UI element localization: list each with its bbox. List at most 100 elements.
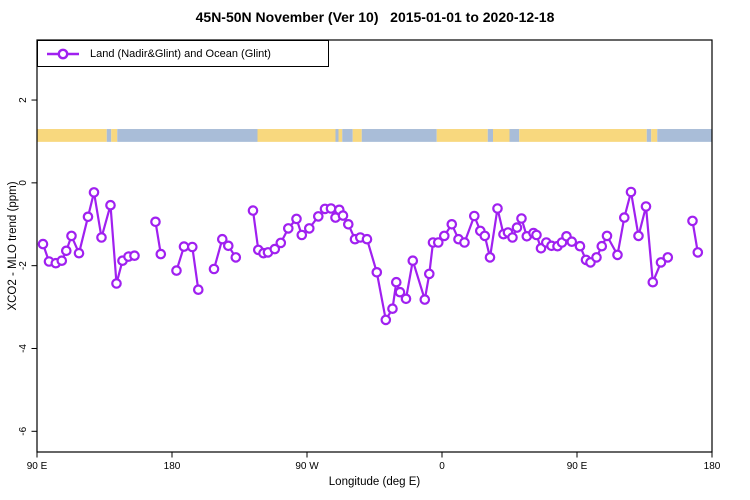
x-tick-label: 90 E	[27, 461, 48, 472]
land-interval	[338, 129, 343, 142]
data-series	[37, 186, 704, 326]
ocean-interval	[106, 129, 112, 142]
land-ocean-strip	[37, 129, 712, 142]
land-interval	[519, 129, 647, 142]
ocean-interval	[657, 129, 712, 142]
data-point-marker	[171, 265, 182, 276]
y-tick-label: -2	[18, 261, 29, 270]
data-point-marker	[387, 303, 398, 314]
y-axis-label: XCO2 - MLO trend (ppm)	[7, 181, 19, 311]
land-interval	[352, 129, 362, 142]
y-tick-label: 2	[18, 97, 29, 103]
data-point-marker	[394, 286, 406, 298]
land-interval	[651, 129, 658, 142]
data-point-marker	[275, 237, 287, 249]
data-point-marker	[516, 213, 527, 224]
ocean-interval	[361, 129, 437, 142]
data-point-marker	[446, 219, 458, 230]
data-point-marker	[601, 230, 613, 242]
data-point-marker	[66, 230, 77, 242]
ocean-interval	[487, 129, 493, 142]
y-tick-label: 0	[18, 180, 29, 186]
data-point-marker	[217, 233, 228, 245]
axes: 90 E 180 90 W 0 90 E 180 2 0 -2 -4 -6	[18, 97, 721, 472]
land-interval	[37, 129, 107, 142]
data-point-marker	[692, 247, 704, 258]
data-point-marker	[484, 252, 496, 263]
data-point-marker	[247, 205, 259, 216]
ocean-interval	[335, 129, 339, 142]
data-point-marker	[459, 237, 470, 248]
data-point-marker	[282, 223, 294, 234]
land-interval	[493, 129, 510, 142]
data-point-marker	[312, 211, 324, 222]
data-point-marker	[566, 236, 578, 247]
y-tick-label: -6	[18, 426, 29, 435]
land-interval	[436, 129, 488, 142]
data-point-marker	[269, 243, 281, 255]
x-tick-label: 180	[704, 461, 721, 472]
y-tick-label: -4	[18, 344, 29, 353]
data-point-marker	[150, 216, 161, 228]
data-point-marker	[574, 240, 586, 252]
data-point-marker	[612, 249, 623, 261]
data-point-marker	[438, 230, 450, 242]
data-point-marker	[82, 211, 94, 223]
data-point-marker	[591, 252, 602, 263]
data-point-marker	[507, 232, 518, 243]
data-point-marker	[596, 240, 608, 252]
data-point-marker	[105, 199, 116, 211]
x-tick-label: 180	[164, 461, 181, 472]
data-point-marker	[662, 252, 674, 263]
data-point-marker	[61, 245, 72, 257]
data-point-marker	[223, 240, 234, 252]
data-point-marker	[337, 210, 349, 221]
data-point-marker	[371, 266, 383, 278]
ocean-interval	[342, 129, 353, 142]
chart-title: 45N-50N November (Ver 10) 2015-01-01 to …	[195, 9, 555, 25]
x-tick-label: 90 E	[567, 461, 588, 472]
ocean-interval	[117, 129, 258, 142]
data-point-marker	[296, 229, 308, 241]
data-point-marker	[37, 238, 49, 250]
ocean-interval	[509, 129, 520, 142]
data-point-marker	[88, 187, 100, 198]
data-point-marker	[479, 230, 491, 242]
data-point-marker	[390, 276, 402, 288]
data-point-marker	[647, 276, 659, 288]
data-point-marker	[687, 215, 698, 227]
legend-line-marker-icon	[47, 48, 79, 59]
data-point-marker	[56, 255, 68, 266]
plot-border	[36, 39, 713, 453]
data-point-marker	[303, 223, 315, 234]
data-point-marker	[511, 222, 523, 233]
data-point-marker	[640, 201, 652, 212]
data-point-marker	[291, 213, 302, 225]
data-point-marker	[187, 241, 198, 253]
data-point-marker	[111, 278, 122, 289]
data-point-marker	[655, 257, 667, 268]
land-interval	[111, 129, 118, 142]
data-point-marker	[531, 229, 542, 241]
data-point-marker	[633, 230, 644, 242]
data-point-marker	[432, 237, 444, 248]
ocean-interval	[646, 129, 652, 142]
land-interval	[257, 129, 336, 142]
data-point-marker	[155, 248, 167, 260]
legend-label: Land (Nadir&Glint) and Ocean (Glint)	[90, 47, 271, 60]
data-point-marker	[208, 263, 220, 275]
data-point-marker	[230, 252, 242, 263]
legend: Land (Nadir&Glint) and Ocean (Glint)	[37, 40, 329, 67]
data-point-marker	[625, 186, 637, 198]
data-point-marker	[96, 232, 107, 243]
data-point-marker	[342, 219, 354, 230]
data-point-marker	[618, 212, 630, 223]
data-point-marker	[129, 250, 140, 261]
data-point-marker	[178, 241, 190, 252]
data-point-marker	[325, 203, 337, 214]
x-tick-label: 90 W	[295, 461, 319, 472]
data-point-marker	[492, 203, 503, 214]
data-point-marker	[423, 268, 435, 280]
data-point-marker	[380, 314, 392, 326]
